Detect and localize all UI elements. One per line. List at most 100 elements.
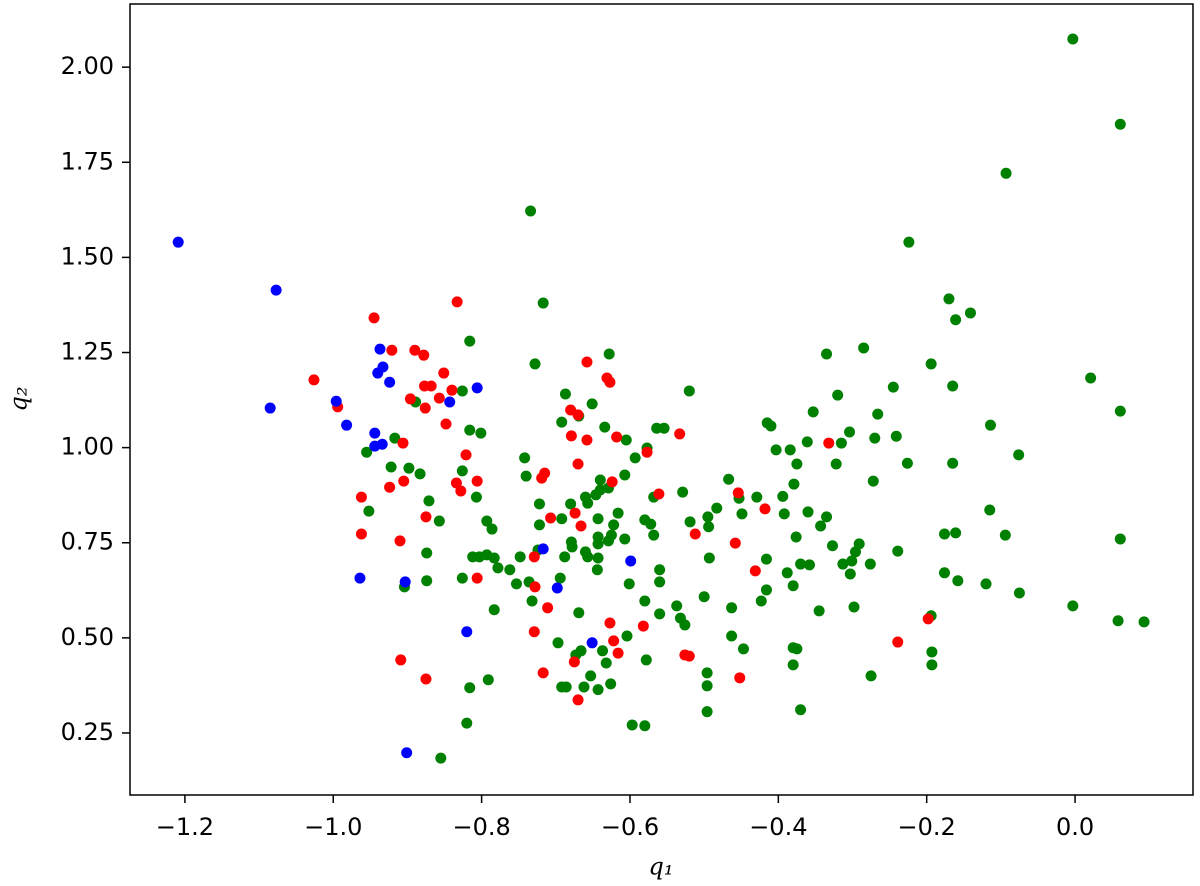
point (848, 601, 860, 613)
point (698, 591, 710, 603)
point (619, 469, 631, 481)
point (803, 559, 815, 571)
point (579, 491, 591, 503)
point (760, 553, 772, 565)
point (641, 446, 653, 458)
point (952, 575, 964, 587)
point (903, 236, 915, 248)
point (726, 602, 738, 614)
point (369, 427, 381, 439)
point (471, 572, 483, 584)
point (980, 578, 992, 590)
point (354, 572, 366, 584)
point (947, 380, 959, 392)
point (770, 444, 782, 456)
point (545, 512, 557, 524)
x-tick-label: −1.2 (156, 813, 214, 841)
point (765, 420, 777, 432)
point (734, 672, 746, 684)
point (592, 538, 604, 550)
point (471, 382, 483, 394)
point (464, 335, 476, 347)
point (542, 602, 554, 614)
point (172, 236, 184, 248)
point (837, 558, 849, 570)
point (964, 307, 976, 319)
y-tick-label: 1.00 (61, 433, 114, 461)
point (760, 584, 772, 596)
point (1114, 533, 1126, 545)
point (481, 515, 493, 527)
point (821, 348, 833, 360)
point (374, 343, 386, 355)
point (947, 457, 959, 469)
point (397, 437, 409, 449)
point (791, 458, 803, 470)
point (1085, 372, 1097, 384)
point (592, 513, 604, 525)
point (608, 635, 620, 647)
x-axis-label: q₁ (649, 853, 674, 881)
point (440, 418, 452, 430)
point (461, 626, 473, 638)
point (421, 575, 433, 587)
point (815, 520, 827, 532)
point (560, 681, 572, 693)
point (399, 576, 411, 588)
point (832, 389, 844, 401)
point (526, 595, 538, 607)
point (471, 475, 483, 487)
point (703, 521, 715, 533)
point (603, 348, 615, 360)
point (581, 434, 593, 446)
point (414, 468, 426, 480)
point (446, 384, 458, 396)
point (355, 528, 367, 540)
point (787, 580, 799, 592)
point (865, 670, 877, 682)
point (702, 511, 714, 523)
point (533, 498, 545, 510)
point (658, 422, 670, 434)
point (795, 704, 807, 716)
point (830, 458, 842, 470)
point (363, 505, 375, 517)
point (736, 508, 748, 520)
point (492, 562, 504, 574)
point (867, 475, 879, 487)
point (787, 659, 799, 671)
y-tick-label: 0.50 (61, 623, 114, 651)
point (455, 485, 467, 497)
point (807, 406, 819, 418)
point (582, 551, 594, 563)
point (778, 508, 790, 520)
point (701, 680, 713, 692)
point (456, 385, 468, 397)
point (637, 620, 649, 632)
point (451, 296, 463, 308)
point (654, 608, 666, 620)
point (488, 552, 500, 564)
point (887, 381, 899, 393)
point (419, 402, 431, 414)
point (759, 503, 771, 515)
point (602, 535, 614, 547)
point (604, 617, 616, 629)
point (938, 567, 950, 579)
y-tick-label: 1.75 (61, 147, 114, 175)
point (385, 461, 397, 473)
point (823, 437, 835, 449)
point (892, 545, 904, 557)
point (398, 475, 410, 487)
point (1138, 616, 1150, 628)
point (653, 488, 665, 500)
point (600, 657, 612, 669)
point (423, 495, 435, 507)
x-tick-label: −0.6 (601, 813, 659, 841)
point (1013, 449, 1025, 461)
point (418, 349, 430, 361)
point (654, 564, 666, 576)
point (573, 607, 585, 619)
point (791, 643, 803, 655)
